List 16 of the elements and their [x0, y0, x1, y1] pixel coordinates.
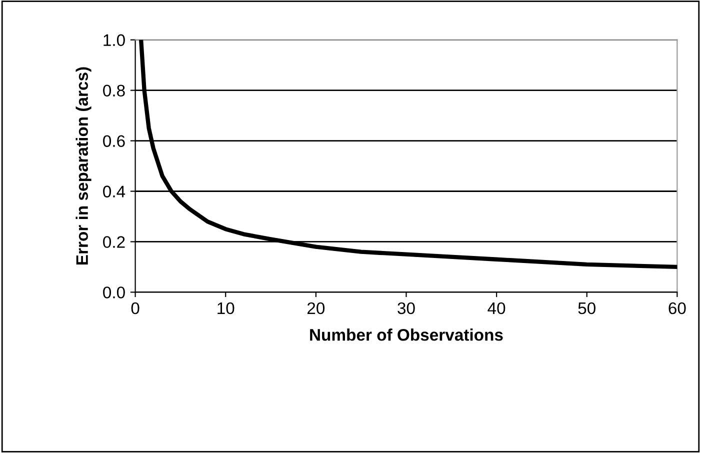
x-tick-label: 0	[131, 302, 140, 314]
x-tick-label: 60	[668, 302, 686, 314]
y-tick-label: 0.4	[103, 186, 126, 198]
y-axis-title: Error in separation (arcs)	[76, 67, 92, 264]
y-tick-label: 1.0	[104, 34, 125, 46]
x-axis-title: Number of Observations	[310, 328, 503, 341]
line-series	[138, 40, 678, 270]
x-tick-label: 20	[307, 302, 325, 314]
y-tick-label: 0.0	[103, 286, 125, 298]
x-tick-label: 40	[488, 302, 506, 314]
x-tick-label: 30	[398, 302, 415, 314]
y-tick-label: 0.2	[103, 236, 125, 248]
x-tick-label: 50	[578, 302, 596, 314]
y-tick-label: 0.8	[103, 84, 125, 97]
x-tick-label: 10	[218, 302, 234, 314]
y-tick-label: 0.6	[103, 135, 125, 147]
